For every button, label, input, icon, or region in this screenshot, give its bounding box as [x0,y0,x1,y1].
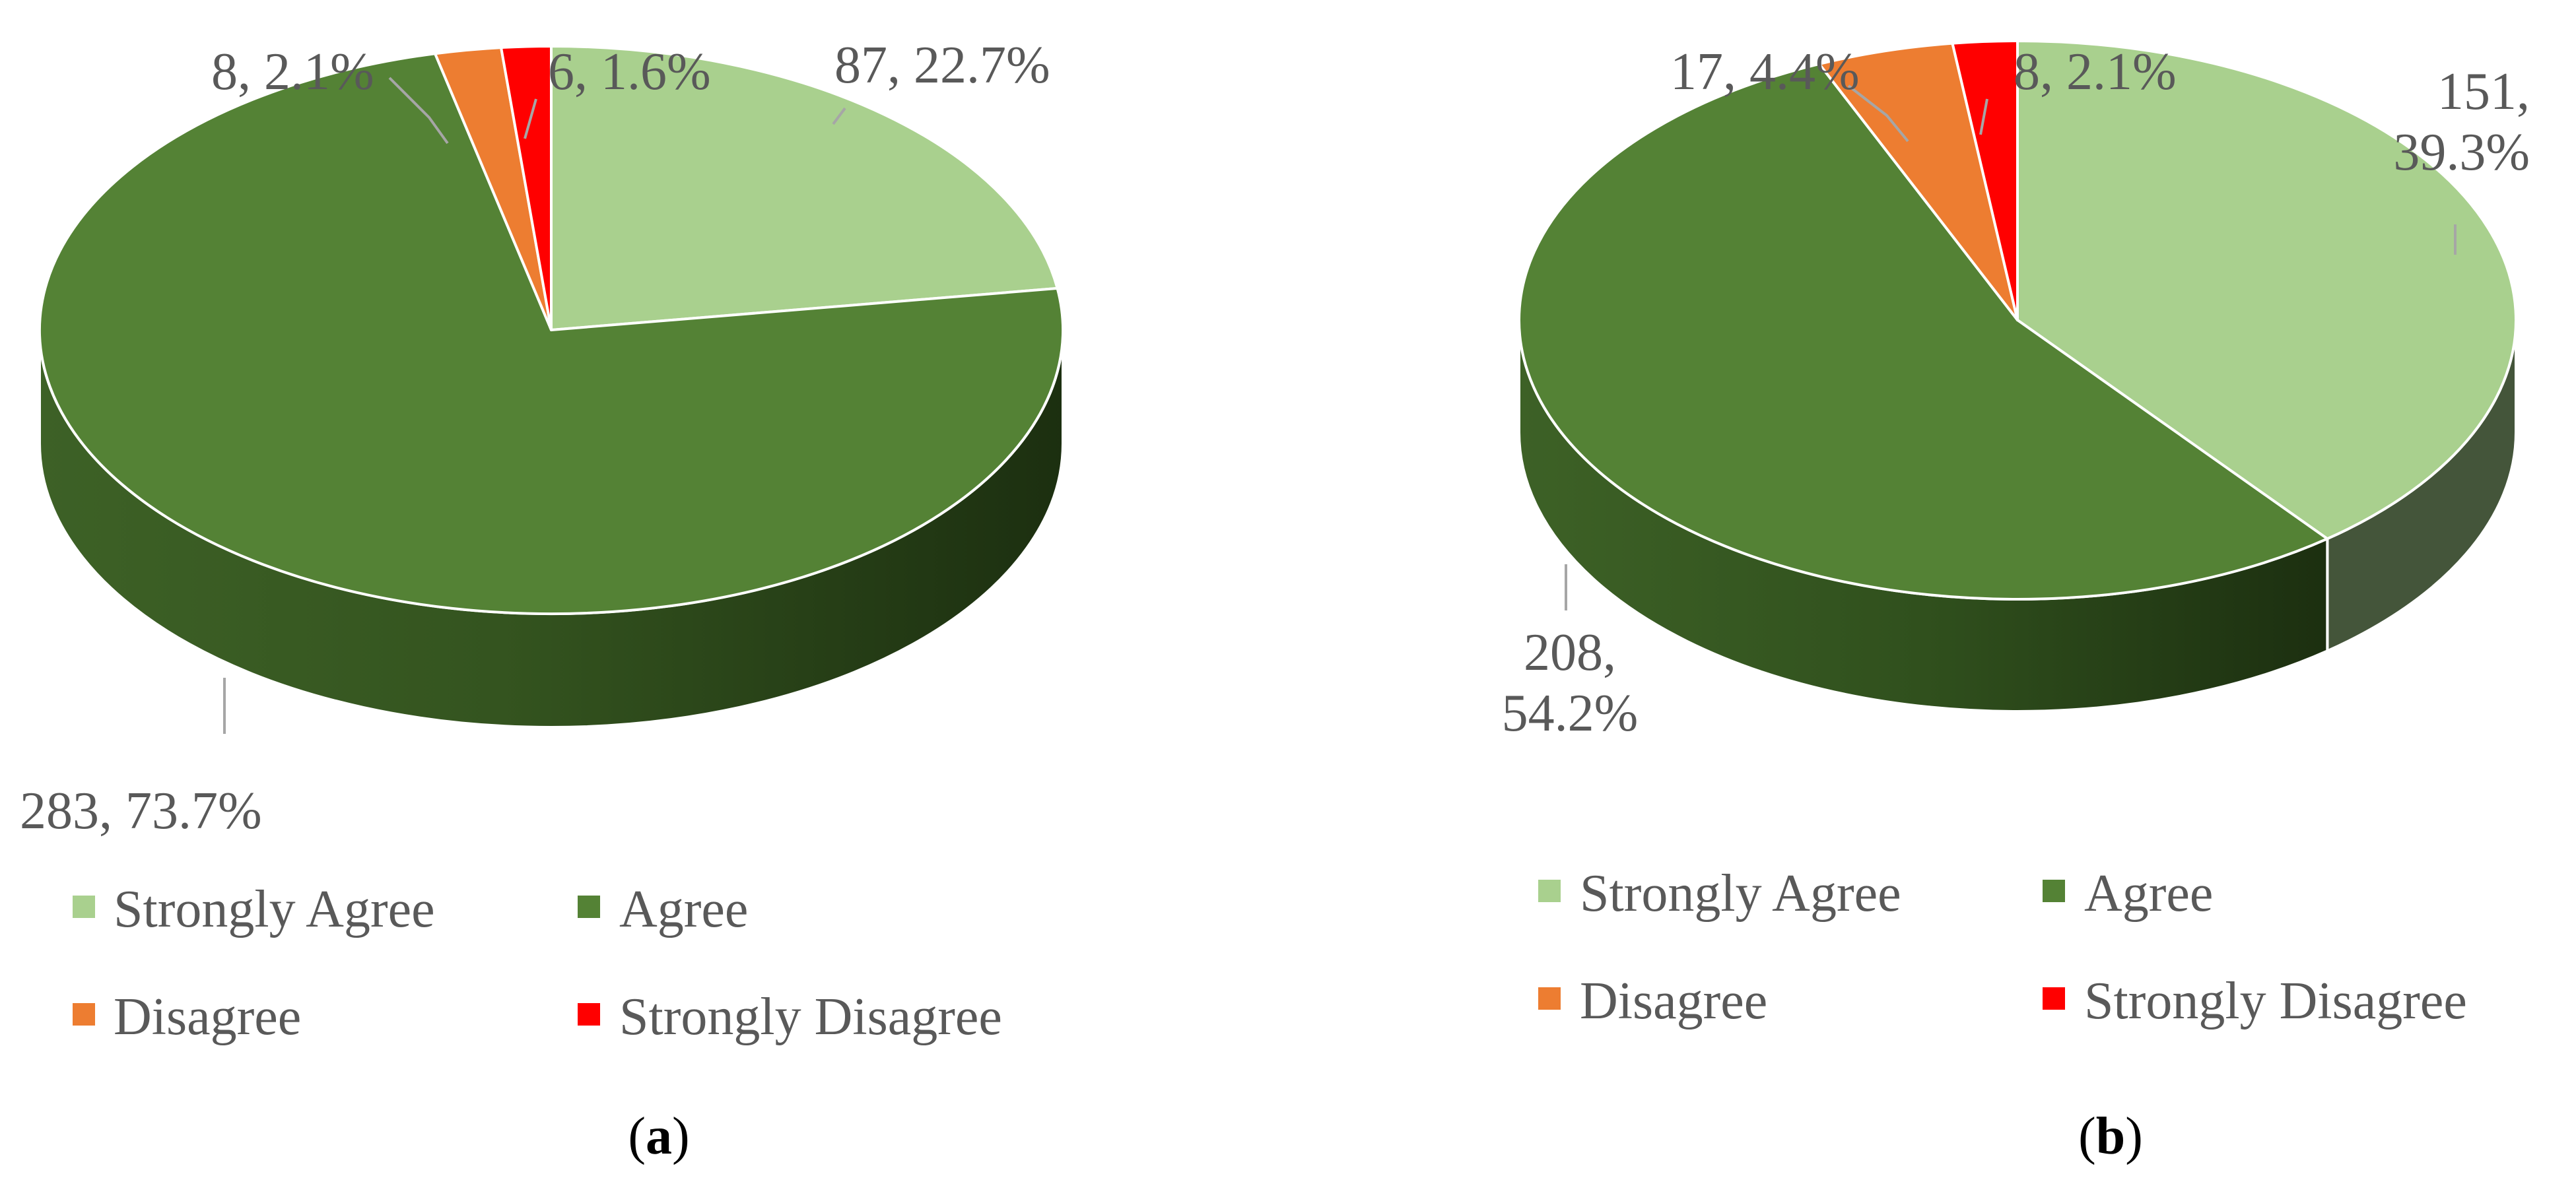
legend-a-label-strongly-disagree: Strongly Disagree [619,988,1002,1046]
pie-b-leader-disagree [1847,84,1909,143]
legend-a-swatch-strongly-agree [73,896,95,918]
legend-a-label-strongly-agree: Strongly Agree [114,880,435,938]
pie-b-data-label-agree: 208, 54.2% [1502,624,1639,742]
pie-a-leader-layer [223,77,846,734]
pie-a-slice-strongly-disagree [500,45,553,331]
legend-b-label-agree: Agree [2084,865,2213,923]
pie-a-slice-strongly-agree [550,45,1059,331]
pie-b-slice-agree [1518,62,2329,601]
legend-b: Strongly Agree Agree Disagree Strongly D… [1538,865,2467,1030]
pie-a-data-label-strongly-agree: 87, 22.7% [834,36,1050,94]
legend-a-label-disagree: Disagree [114,988,301,1046]
legend-a-label-agree: Agree [619,880,748,938]
pie-b-data-label-strongly-agree: 151, 39.3% [2393,63,2530,181]
pie-a-data-label-strongly-disagree: 6, 1.6% [548,43,711,101]
pie-b-slice-layer [1518,40,2517,601]
pie-a-leader-strongly-disagree [524,98,537,139]
pie-b-data-label-strongly-disagree: 8, 2.1% [2014,43,2177,101]
pie-a-label-layer: 87, 22.7% 283, 73.7% 8, 2.1% 6, 1.6% [20,36,1050,840]
pie-a-leader-strongly-agree [832,107,846,125]
pie-a-leader-disagree [388,77,449,145]
pie-b-slice-strongly-disagree [1951,40,2019,321]
legend-b-swatch-disagree [1538,987,1561,1010]
pie-a-slice-agree [38,52,1064,615]
legend-a: Strongly Agree Agree Disagree Strongly D… [73,880,1002,1046]
panel-b-letter: b [2096,1107,2126,1165]
legend-b-label-strongly-agree: Strongly Agree [1580,865,1901,923]
panel-a-letter: a [646,1107,672,1165]
pie-b-leader-layer [1565,84,2457,610]
pie-b-data-label-disagree: 17, 4.4% [1670,43,1860,101]
panel-a-caption: (a) [628,1107,689,1165]
pie-chart-b: 151, 39.3% 208, 54.2% 17, 4.4% 8, 2.1% Strong… [1502,40,2530,1165]
pie-a-slice-layer [38,45,1064,615]
pie-a-data-label-disagree: 8, 2.1% [211,43,374,101]
pie-b-label-layer: 151, 39.3% 208, 54.2% 17, 4.4% 8, 2.1% [1502,43,2530,742]
pie-b-slice-strongly-agree [2016,40,2517,540]
legend-b-label-strongly-disagree: Strongly Disagree [2084,972,2467,1030]
pie-b-leader-strongly-disagree [1979,98,1988,135]
legend-b-swatch-strongly-agree [1538,880,1561,902]
legend-a-swatch-agree [578,896,600,918]
legend-b-swatch-strongly-disagree [2043,987,2065,1010]
legend-a-swatch-disagree [73,1003,95,1026]
legend-b-label-disagree: Disagree [1580,972,1767,1030]
panel-b-caption: (b) [2078,1107,2143,1165]
legend-a-swatch-strongly-disagree [578,1003,600,1026]
pie-chart-a: 87, 22.7% 283, 73.7% 8, 2.1% 6, 1.6% Strong… [20,36,1064,1165]
pie-a-data-label-agree: 283, 73.7% [20,782,262,840]
legend-b-swatch-agree [2043,880,2065,902]
